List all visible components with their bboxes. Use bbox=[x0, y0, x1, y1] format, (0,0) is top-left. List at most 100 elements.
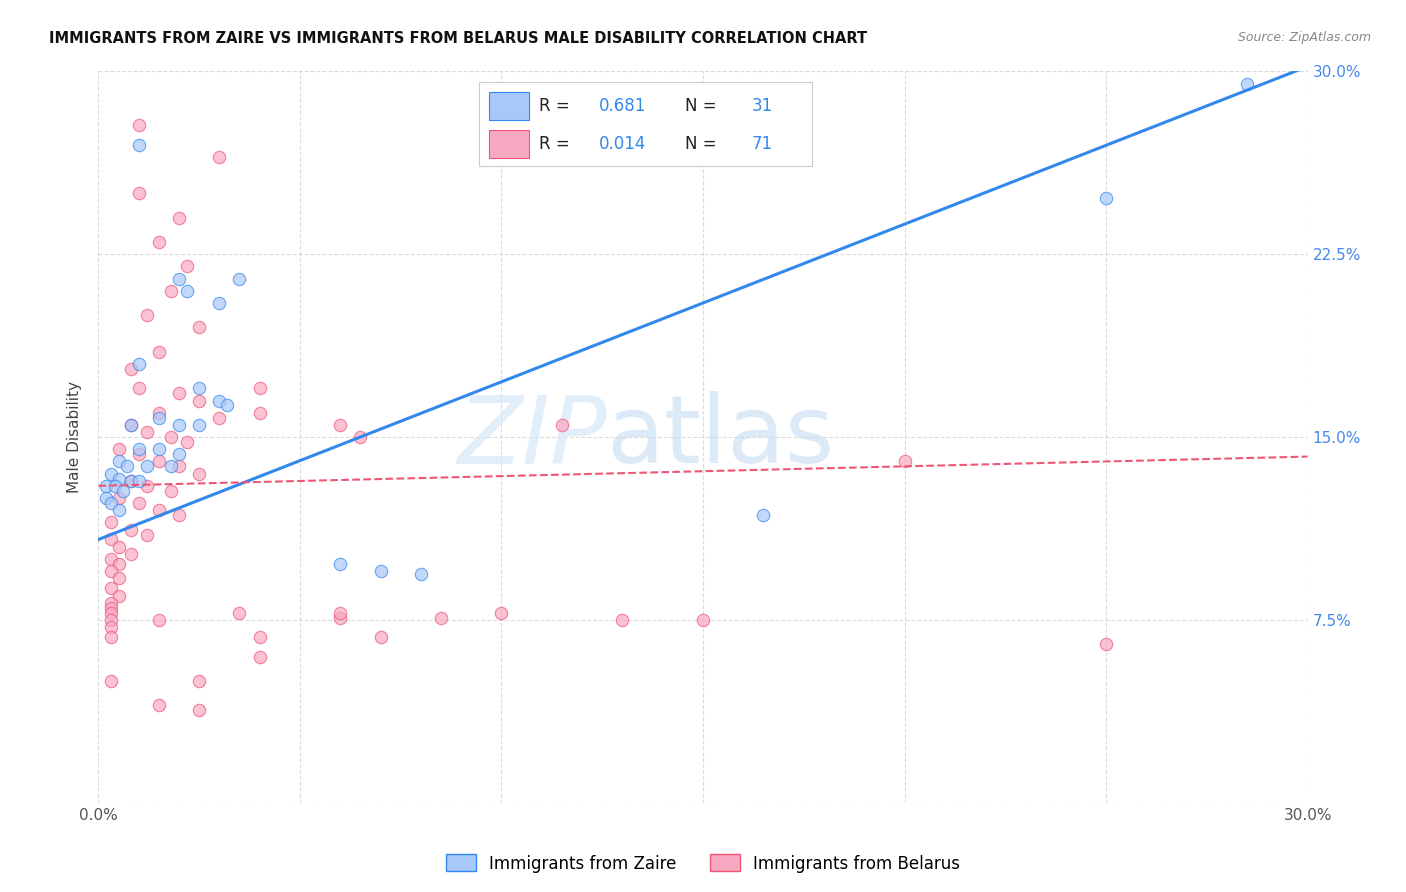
Text: Source: ZipAtlas.com: Source: ZipAtlas.com bbox=[1237, 31, 1371, 45]
Point bbox=[148, 698, 170, 713]
Point bbox=[148, 613, 170, 627]
Point bbox=[148, 406, 170, 420]
Point bbox=[128, 137, 150, 152]
Point bbox=[208, 296, 231, 310]
Point bbox=[228, 271, 250, 285]
Point bbox=[430, 610, 453, 624]
Point bbox=[100, 596, 122, 610]
Point bbox=[120, 417, 142, 432]
Point bbox=[188, 467, 211, 481]
Point bbox=[1095, 191, 1118, 205]
Point bbox=[100, 516, 122, 530]
Point bbox=[128, 442, 150, 457]
Point bbox=[120, 547, 142, 561]
Point bbox=[249, 630, 271, 644]
Point bbox=[188, 320, 211, 334]
Point bbox=[167, 459, 190, 474]
Point bbox=[329, 610, 352, 624]
Point bbox=[160, 459, 183, 474]
Point bbox=[167, 447, 190, 461]
Point bbox=[167, 417, 190, 432]
Point bbox=[128, 474, 150, 488]
Point bbox=[167, 508, 190, 522]
Point bbox=[135, 308, 157, 322]
Point bbox=[329, 606, 352, 620]
Point bbox=[96, 491, 118, 505]
Point bbox=[148, 442, 170, 457]
Point bbox=[551, 417, 574, 432]
Point bbox=[128, 357, 150, 371]
Point bbox=[100, 606, 122, 620]
Point bbox=[208, 410, 231, 425]
Point bbox=[107, 540, 129, 554]
Point bbox=[249, 381, 271, 395]
Legend: Immigrants from Zaire, Immigrants from Belarus: Immigrants from Zaire, Immigrants from B… bbox=[439, 847, 967, 880]
Point bbox=[107, 572, 129, 586]
Point bbox=[208, 150, 231, 164]
Point bbox=[128, 381, 150, 395]
Point bbox=[100, 673, 122, 688]
Point bbox=[100, 533, 122, 547]
Point bbox=[148, 235, 170, 249]
Point bbox=[100, 620, 122, 634]
Point bbox=[107, 491, 129, 505]
Point bbox=[128, 118, 150, 132]
Point bbox=[1095, 637, 1118, 651]
Point bbox=[329, 557, 352, 571]
Point bbox=[100, 552, 122, 566]
Point bbox=[692, 613, 714, 627]
Point bbox=[249, 406, 271, 420]
Text: ZIP: ZIP bbox=[457, 392, 606, 483]
Point bbox=[167, 271, 190, 285]
Text: atlas: atlas bbox=[606, 391, 835, 483]
Point bbox=[100, 630, 122, 644]
Point bbox=[893, 454, 915, 468]
Point bbox=[107, 589, 129, 603]
Point bbox=[135, 527, 157, 541]
Point bbox=[167, 386, 190, 401]
Y-axis label: Male Disability: Male Disability bbox=[67, 381, 83, 493]
Point bbox=[128, 447, 150, 461]
Point bbox=[160, 430, 183, 444]
Point bbox=[100, 613, 122, 627]
Point bbox=[188, 673, 211, 688]
Point bbox=[148, 410, 170, 425]
Point bbox=[188, 417, 211, 432]
Point bbox=[188, 703, 211, 717]
Point bbox=[217, 398, 239, 412]
Point bbox=[188, 381, 211, 395]
Point bbox=[107, 471, 129, 485]
Point bbox=[208, 393, 231, 408]
Point bbox=[100, 467, 122, 481]
Point bbox=[120, 523, 142, 537]
Point bbox=[120, 474, 142, 488]
Point bbox=[111, 483, 134, 498]
Point bbox=[100, 564, 122, 578]
Point bbox=[249, 649, 271, 664]
Point bbox=[107, 503, 129, 517]
Point bbox=[115, 459, 138, 474]
Point bbox=[128, 186, 150, 201]
Point bbox=[100, 600, 122, 615]
Point bbox=[135, 425, 157, 440]
Point bbox=[370, 564, 392, 578]
Point bbox=[349, 430, 371, 444]
Point bbox=[188, 393, 211, 408]
Point bbox=[148, 344, 170, 359]
Point bbox=[96, 479, 118, 493]
Point bbox=[103, 479, 125, 493]
Point bbox=[160, 284, 183, 298]
Point bbox=[107, 442, 129, 457]
Point bbox=[107, 557, 129, 571]
Point bbox=[128, 496, 150, 510]
Point bbox=[1236, 77, 1258, 91]
Point bbox=[107, 454, 129, 468]
Text: IMMIGRANTS FROM ZAIRE VS IMMIGRANTS FROM BELARUS MALE DISABILITY CORRELATION CHA: IMMIGRANTS FROM ZAIRE VS IMMIGRANTS FROM… bbox=[49, 31, 868, 46]
Point bbox=[148, 503, 170, 517]
Point bbox=[120, 361, 142, 376]
Point bbox=[409, 566, 432, 581]
Point bbox=[752, 508, 775, 522]
Point bbox=[167, 211, 190, 225]
Point bbox=[176, 284, 198, 298]
Point bbox=[160, 483, 183, 498]
